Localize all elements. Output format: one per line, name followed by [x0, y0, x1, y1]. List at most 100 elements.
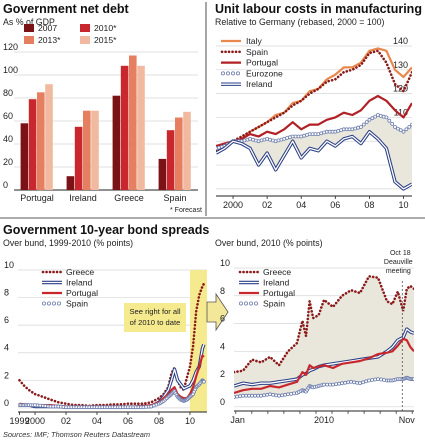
s10-line-spain-marker — [265, 392, 270, 397]
s10-line-spain-marker — [331, 382, 335, 387]
long-legend-swatch-spain — [47, 301, 52, 306]
ulc-subtitle: Relative to Germany (rebased, 2000 = 100… — [215, 17, 385, 27]
long-legend-label-spain: Spain — [66, 299, 88, 309]
s10-x-tick: Jan — [230, 415, 245, 425]
s10-y-tick: 2 — [220, 369, 225, 379]
s10-y-tick: 6 — [220, 314, 225, 324]
ulc-legend-swatch-eurozone — [230, 71, 235, 76]
spreads-long-subtitle: Over bund, 1999-2010 (% points) — [3, 238, 133, 248]
s10-line-spain-marker — [250, 393, 254, 398]
s10-line-spain-marker — [325, 382, 330, 387]
ulc-line-eurozone-marker — [384, 115, 389, 120]
long-legend-label-greece: Greece — [66, 267, 94, 277]
long-y-tick: 8 — [4, 288, 9, 298]
s10-line-spain-marker — [349, 379, 353, 384]
ulc-legend-label-spain: Spain — [246, 47, 268, 57]
ulc-legend-swatch-eurozone — [220, 71, 225, 76]
s10-legend-label-portugal: Portugal — [263, 288, 295, 298]
s10-y-tick: 4 — [220, 341, 225, 351]
s10-line-spain-marker — [358, 381, 362, 386]
ulc-line-spain — [216, 49, 412, 153]
debt-y-tick: 40 — [3, 134, 13, 144]
debt-y-tick: 60 — [3, 111, 13, 121]
s10-line-portugal — [234, 337, 414, 395]
ulc-line-eurozone-marker — [407, 125, 412, 129]
ulc-title: Unit labour costs in manufacturing — [215, 2, 422, 16]
ulc-line-eurozone-marker — [404, 127, 409, 132]
s10-line-spain-marker — [235, 394, 240, 399]
s10-line-spain-marker — [253, 393, 258, 398]
ulc-line-eurozone-marker — [361, 122, 366, 127]
debt-title: Government net debt — [3, 2, 130, 16]
s10-line-spain-marker — [271, 392, 276, 397]
debt-legend-swatch-2013 — [24, 36, 34, 44]
debt-bar-spain-2007 — [158, 158, 167, 190]
s10-legend-label-greece: Greece — [263, 267, 291, 277]
ulc-y-tick: 140 — [393, 36, 408, 46]
ulc-line-eurozone-marker — [390, 122, 395, 126]
source-note: Sources: IMF; Thomson Reuters Datastream — [3, 430, 150, 439]
debt-bar-portugal-2015 — [45, 84, 53, 190]
highlight-note-box — [124, 303, 186, 332]
long-legend-swatch-spain — [52, 301, 57, 306]
s10-legend-label-ireland: Ireland — [263, 278, 289, 288]
debt-legend-swatch-2015 — [80, 36, 90, 44]
debt-bar-portugal-2010 — [28, 99, 37, 190]
debt-bar-portugal-2013 — [37, 92, 45, 191]
ulc-x-tick: 08 — [364, 200, 374, 210]
debt-y-tick: 80 — [3, 88, 13, 98]
long-line-spain-marker — [201, 379, 206, 384]
ulc-line-eurozone-marker — [401, 129, 406, 134]
debt-forecast-note: * Forecast — [170, 207, 202, 214]
s10-line-spain-marker — [241, 393, 245, 398]
long-legend-swatch-spain — [42, 301, 47, 306]
long-x-tick: 06 — [123, 416, 133, 426]
s10-line-spain-marker — [262, 393, 267, 398]
event-label-3: meeting — [386, 268, 411, 275]
debt-bar-spain-2015 — [183, 111, 191, 190]
spreads-2010-subtitle: Over bund, 2010 (% points) — [215, 238, 323, 248]
s10-x-tick: 2010 — [314, 415, 334, 425]
s10-line-spain-marker — [268, 392, 272, 397]
s10-line-spain-marker — [370, 378, 375, 382]
s10-lines — [234, 274, 414, 399]
debt-legend-swatch-2007 — [24, 24, 34, 32]
ulc-legend-label-italy: Italy — [246, 36, 262, 46]
long-legend-label-ireland: Ireland — [66, 278, 92, 288]
connector-arrow — [206, 292, 229, 332]
ulc-legend-label-eurozone: Eurozone — [246, 68, 283, 78]
ulc-legend-label-ireland: Ireland — [246, 79, 272, 89]
debt-legend: 2007 2010* 2013* 2015* — [24, 23, 117, 45]
ulc-line-eurozone-marker — [358, 125, 363, 129]
ulc-shade — [216, 115, 412, 189]
s10-line-greece — [234, 274, 414, 374]
s10-legend-swatch-spain — [238, 301, 243, 306]
debt-x-tick-portugal: Portugal — [20, 193, 54, 203]
long-x-tick: 08 — [154, 416, 164, 426]
debt-y-tick: 100 — [3, 65, 18, 75]
ulc-y-tick: 130 — [393, 60, 408, 70]
debt-legend-label-2013: 2013* — [38, 35, 61, 45]
s10-y-tick: 8 — [220, 286, 225, 296]
long-y-tick: 0 — [4, 398, 9, 408]
long-legend-label-portugal: Portugal — [66, 288, 98, 298]
s10-line-spain-marker — [259, 393, 263, 398]
s10-line-spain-marker — [337, 381, 342, 386]
s10-line-spain-marker — [322, 382, 326, 387]
debt-bar-greece-2007 — [112, 95, 121, 190]
s10-line-spain-marker — [280, 393, 285, 398]
ulc-line-eurozone-marker — [367, 117, 372, 122]
long-y-tick: 10 — [4, 260, 14, 270]
long-line-greece — [18, 282, 206, 408]
highlight-note: See right for all of 2010 to date — [124, 303, 186, 332]
debt-legend-swatch-2010 — [80, 24, 90, 32]
debt-y-tick: 20 — [3, 157, 13, 167]
debt-bar-ireland-2013 — [83, 110, 91, 190]
ulc-y-tick: 110 — [394, 107, 408, 117]
long-x-tick: 04 — [92, 416, 102, 426]
s10-line-spain-marker — [367, 378, 371, 383]
debt-x-tick-greece: Greece — [114, 193, 144, 203]
